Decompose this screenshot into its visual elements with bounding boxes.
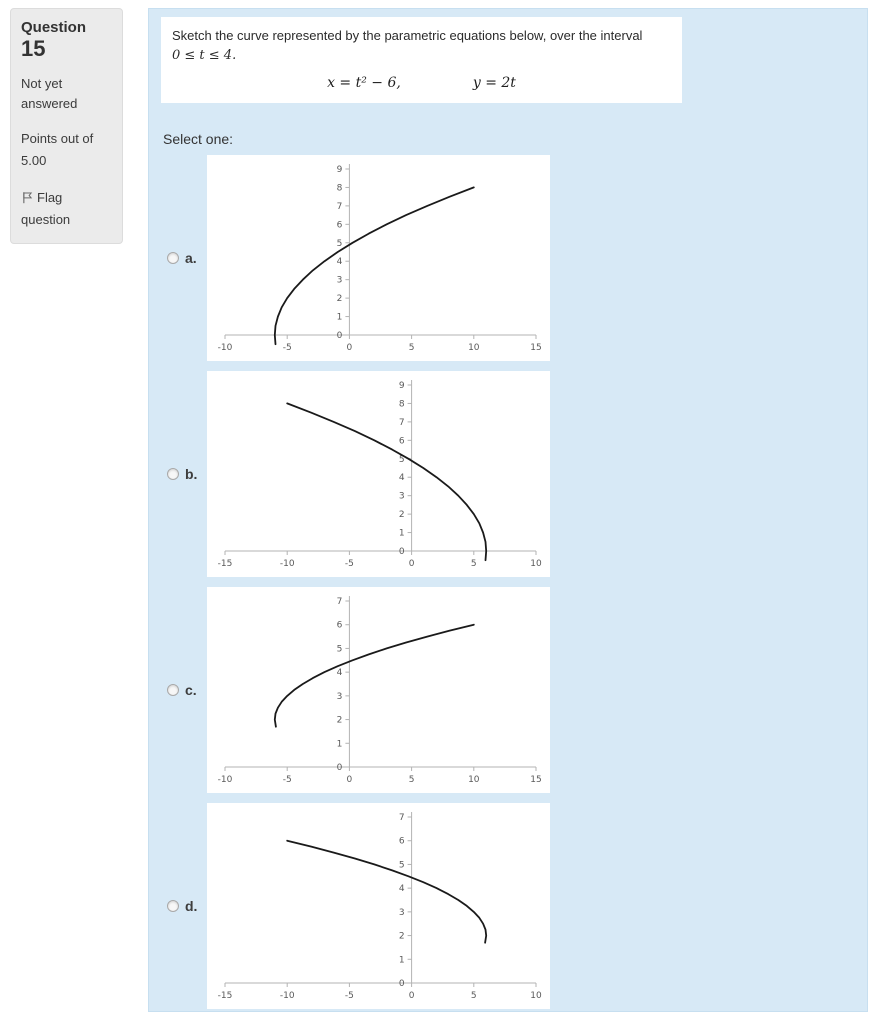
svg-text:-5: -5 — [345, 991, 354, 1001]
svg-text:-10: -10 — [217, 343, 232, 353]
question-info-panel: Question 15 Not yet answered Points out … — [10, 8, 123, 245]
option-d-label: d. — [185, 898, 198, 914]
svg-text:2: 2 — [399, 510, 405, 520]
question-points: Points out of 5.00 — [21, 131, 94, 169]
svg-text:0: 0 — [346, 343, 352, 353]
svg-text:-15: -15 — [218, 559, 233, 569]
svg-text:0: 0 — [336, 763, 342, 773]
option-row-c: c. -10 -5 0 5 10 15 0 1 2 3 4 5 6 7 — [167, 587, 855, 793]
answer-options: a. -10 -5 0 5 10 15 0 1 2 3 4 5 6 7 8 9 b. -15 -10 -5 0 5 10… — [161, 155, 855, 1009]
option-d-chart-image: -15 -10 -5 0 5 10 0 1 2 3 4 5 6 7 — [207, 803, 551, 1009]
svg-text:1: 1 — [399, 529, 405, 539]
radio-option-b[interactable] — [167, 468, 179, 480]
svg-text:10: 10 — [468, 775, 480, 785]
option-a-label: a. — [185, 250, 197, 266]
equation-row: x = t² − 6, y = 2t — [172, 75, 671, 91]
svg-text:10: 10 — [531, 559, 543, 569]
option-b-chart-image: -15 -10 -5 0 5 10 0 1 2 3 4 5 6 7 8 9 — [207, 371, 551, 577]
svg-text:0: 0 — [346, 775, 352, 785]
svg-text:-5: -5 — [345, 559, 354, 569]
svg-text:2: 2 — [336, 294, 342, 304]
option-a-chart-image: -10 -5 0 5 10 15 0 1 2 3 4 5 6 7 8 9 — [206, 155, 550, 361]
equation-y: y = 2t — [472, 75, 516, 91]
svg-text:6: 6 — [336, 621, 342, 631]
svg-text:4: 4 — [336, 257, 342, 267]
svg-text:5: 5 — [471, 991, 477, 1001]
flag-label: Flag question — [21, 190, 71, 227]
option-row-d: d. -15 -10 -5 0 5 10 0 1 2 3 4 5 6 7 — [167, 803, 855, 1009]
svg-text:10: 10 — [468, 343, 480, 353]
svg-text:1: 1 — [336, 313, 342, 323]
question-text: Sketch the curve represented by the para… — [172, 28, 643, 43]
svg-text:-10: -10 — [280, 991, 295, 1001]
svg-text:0: 0 — [409, 991, 415, 1001]
svg-text:-15: -15 — [218, 991, 233, 1001]
svg-text:3: 3 — [336, 692, 342, 702]
svg-text:3: 3 — [399, 492, 405, 502]
svg-text:8: 8 — [336, 183, 342, 193]
svg-text:9: 9 — [399, 381, 405, 391]
option-row-b: b. -15 -10 -5 0 5 10 0 1 2 3 4 5 6 7 8 9 — [167, 371, 855, 577]
svg-text:3: 3 — [336, 276, 342, 286]
svg-text:0: 0 — [409, 559, 415, 569]
svg-text:2: 2 — [336, 716, 342, 726]
svg-text:8: 8 — [399, 399, 405, 409]
svg-text:5: 5 — [336, 644, 342, 654]
svg-text:0: 0 — [336, 331, 342, 341]
equation-x: x = t² − 6, — [327, 75, 401, 91]
svg-text:-10: -10 — [280, 559, 295, 569]
question-number: 15 — [21, 36, 46, 61]
svg-text:5: 5 — [471, 559, 477, 569]
svg-text:6: 6 — [399, 837, 405, 847]
svg-text:15: 15 — [530, 775, 541, 785]
svg-text:7: 7 — [399, 813, 405, 823]
question-text-box: Sketch the curve represented by the para… — [161, 17, 682, 103]
flag-icon — [21, 190, 34, 210]
svg-text:3: 3 — [399, 908, 405, 918]
svg-text:4: 4 — [399, 473, 405, 483]
svg-text:15: 15 — [530, 343, 541, 353]
svg-text:0: 0 — [399, 979, 405, 989]
question-content: Sketch the curve represented by the para… — [148, 8, 868, 1012]
svg-text:0: 0 — [399, 547, 405, 557]
svg-text:5: 5 — [399, 455, 405, 465]
option-b-label: b. — [185, 466, 198, 482]
svg-text:6: 6 — [336, 220, 342, 230]
option-c-chart-image: -10 -5 0 5 10 15 0 1 2 3 4 5 6 7 — [206, 587, 550, 793]
svg-text:-5: -5 — [282, 775, 291, 785]
svg-text:1: 1 — [399, 955, 405, 965]
svg-text:4: 4 — [399, 884, 405, 894]
radio-option-a[interactable] — [167, 252, 179, 264]
svg-text:7: 7 — [399, 418, 405, 428]
radio-option-d[interactable] — [167, 900, 179, 912]
svg-text:1: 1 — [336, 739, 342, 749]
question-interval: 0 ≤ t ≤ 4. — [172, 47, 237, 63]
radio-option-c[interactable] — [167, 684, 179, 696]
svg-text:7: 7 — [336, 597, 342, 607]
svg-text:5: 5 — [408, 775, 414, 785]
option-c-label: c. — [185, 682, 197, 698]
flag-question-link[interactable]: Flag question — [21, 188, 112, 229]
svg-text:2: 2 — [399, 932, 405, 942]
svg-text:5: 5 — [336, 239, 342, 249]
svg-text:9: 9 — [336, 165, 342, 175]
svg-text:5: 5 — [399, 860, 405, 870]
option-row-a: a. -10 -5 0 5 10 15 0 1 2 3 4 5 6 7 8 9 — [167, 155, 855, 361]
svg-text:-5: -5 — [282, 343, 291, 353]
svg-text:4: 4 — [336, 668, 342, 678]
svg-text:5: 5 — [408, 343, 414, 353]
svg-text:10: 10 — [531, 991, 543, 1001]
question-status: Not yet answered — [21, 76, 78, 112]
svg-text:6: 6 — [399, 436, 405, 446]
question-label: Question — [21, 19, 87, 36]
svg-text:7: 7 — [336, 202, 342, 212]
svg-text:-10: -10 — [217, 775, 232, 785]
select-one-label: Select one: — [163, 131, 234, 147]
